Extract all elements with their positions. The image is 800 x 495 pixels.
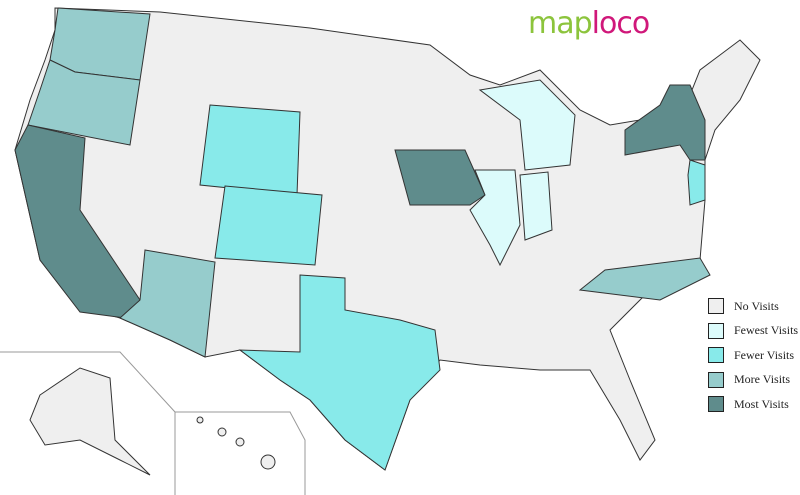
state-north-carolina[interactable] <box>578 257 711 301</box>
alaska-inset-border <box>0 351 176 495</box>
legend-swatch <box>708 396 724 413</box>
state-oregon[interactable] <box>27 59 141 146</box>
state-texas[interactable] <box>238 274 441 471</box>
state-colorado[interactable] <box>214 185 323 266</box>
legend-swatch <box>708 322 724 339</box>
legend-label: Most Visits <box>734 396 789 411</box>
legend: No Visits Fewest Visits Fewer Visits More V… <box>708 294 798 417</box>
legend-swatch <box>708 347 724 364</box>
state-indiana[interactable] <box>519 171 553 241</box>
hawaii-inset-border <box>175 411 306 495</box>
maploco-logo: maploco <box>528 6 650 41</box>
state-hawaii[interactable] <box>196 416 276 470</box>
legend-item: More Visits <box>708 368 798 393</box>
state-iowa[interactable] <box>394 149 486 206</box>
state-new-york[interactable] <box>624 84 706 161</box>
state-arizona[interactable] <box>119 249 216 358</box>
legend-item: No Visits <box>708 294 798 319</box>
legend-label: Fewest Visits <box>734 323 799 338</box>
legend-swatch <box>708 371 724 388</box>
legend-item: Most Visits <box>708 392 798 417</box>
state-michigan[interactable] <box>478 79 576 171</box>
state-illinois[interactable] <box>469 169 521 267</box>
legend-swatch <box>708 298 724 315</box>
legend-label: No Visits <box>734 298 779 313</box>
legend-label: Fewer Visits <box>734 347 795 362</box>
legend-item: Fewest Visits <box>708 319 798 344</box>
state-alaska[interactable] <box>29 367 151 476</box>
state-new-jersey[interactable] <box>687 159 706 206</box>
legend-item: Fewer Visits <box>708 343 798 368</box>
state-wyoming[interactable] <box>199 104 301 196</box>
legend-label: More Visits <box>734 372 791 387</box>
